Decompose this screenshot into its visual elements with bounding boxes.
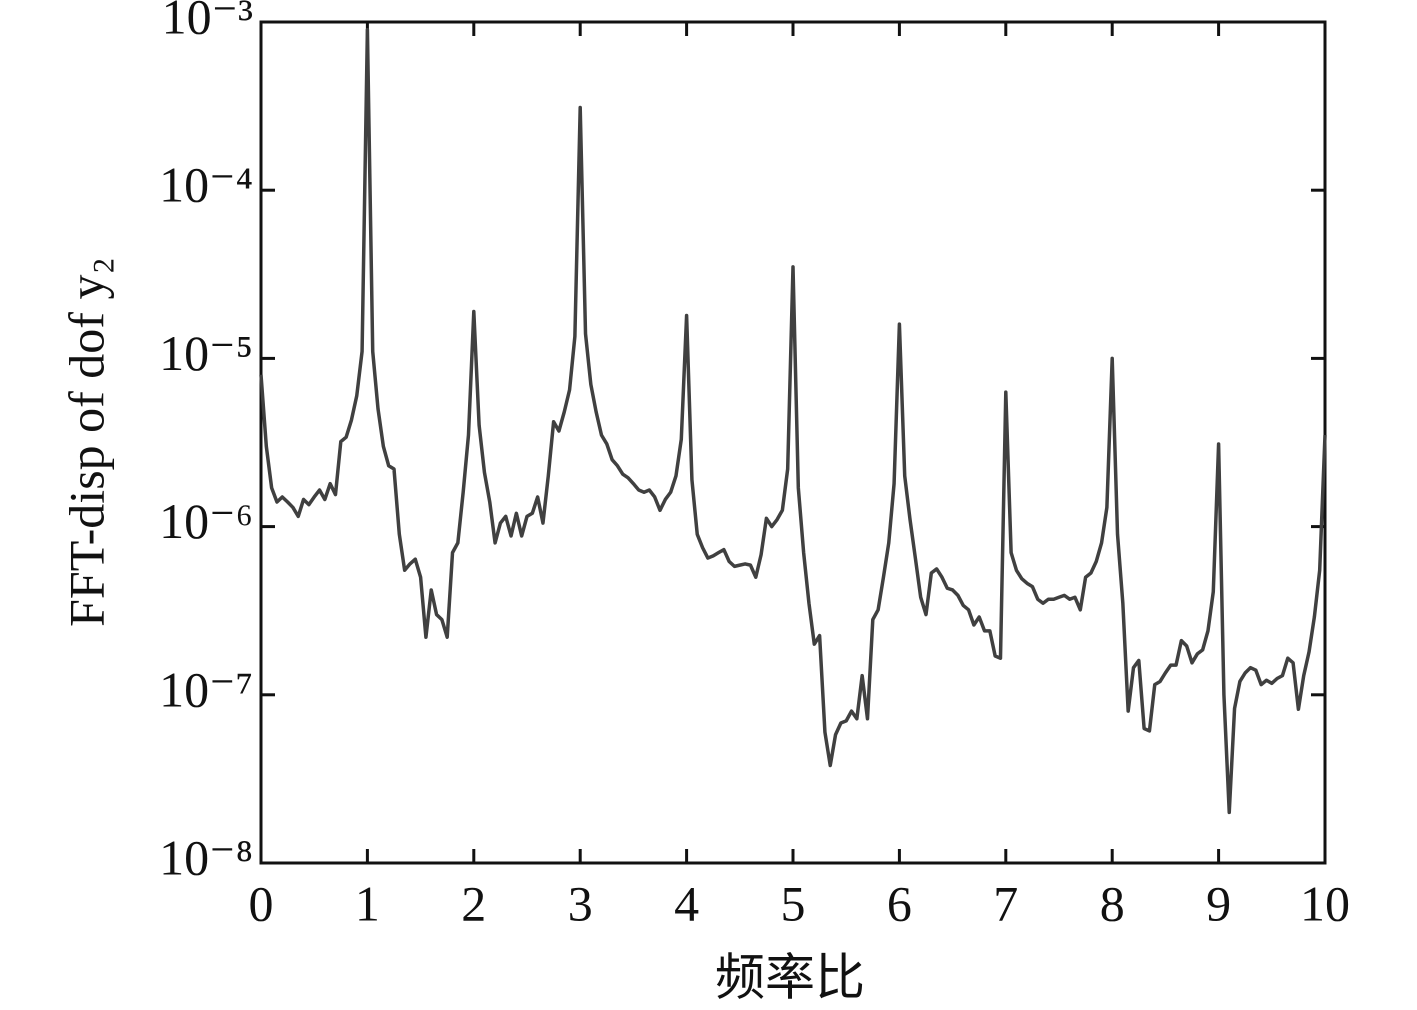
y-axis-label: FFT-disp of dof y₂ (58, 257, 114, 627)
x-tick-label: 4 (674, 875, 699, 931)
plot-frame (259, 20, 1327, 865)
y-tick-label: 10⁻⁶ (159, 493, 253, 549)
y-tick-label: 10⁻⁷ (159, 661, 253, 717)
x-tick-label: 7 (993, 875, 1018, 931)
x-tick-label: 9 (1206, 875, 1231, 931)
x-tick-label: 1 (355, 875, 380, 931)
y-tick-label: 10⁻⁴ (159, 157, 253, 213)
x-tick-label: 0 (249, 875, 274, 931)
x-tick-label: 10 (1300, 875, 1350, 931)
y-tick-label: 10⁻⁸ (159, 829, 253, 885)
x-axis-label: 频率比 (715, 949, 865, 1005)
x-tick-label: 5 (781, 875, 806, 931)
x-tick-label: 2 (461, 875, 486, 931)
x-tick-label: 3 (568, 875, 593, 931)
x-tick-label: 8 (1100, 875, 1125, 931)
x-tick-label: 6 (887, 875, 912, 931)
y-tick-label: 10⁻³ (162, 0, 253, 44)
y-tick-label: 10⁻⁵ (159, 325, 253, 381)
data-line (259, 27, 1327, 815)
